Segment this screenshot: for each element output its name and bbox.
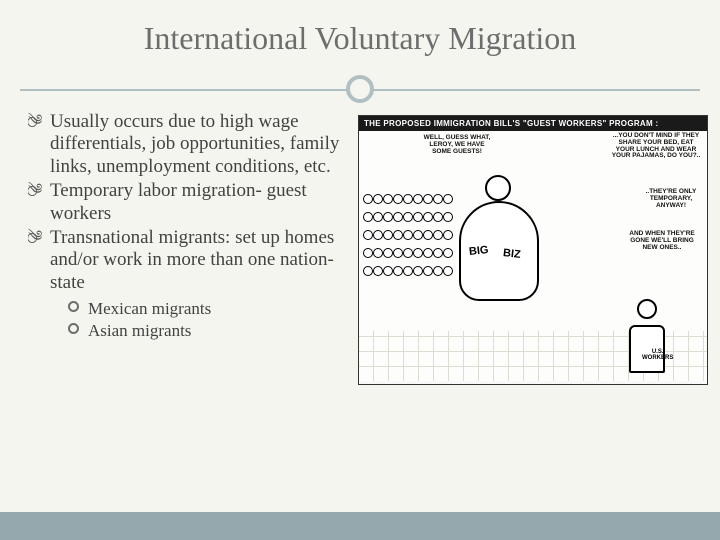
worker-label: U.S. WORKERS xyxy=(642,349,673,361)
bullet-item: ༄ Transnational migrants: set up homes a… xyxy=(28,227,348,341)
content-row: ༄ Usually occurs due to high wage differ… xyxy=(20,111,700,385)
circle-bullet-icon xyxy=(68,301,79,312)
political-cartoon: THE PROPOSED IMMIGRATION BILL'S "GUEST W… xyxy=(358,115,708,385)
worker-head-icon xyxy=(637,299,657,319)
bullet-item: ༄ Temporary labor migration- guest worke… xyxy=(28,180,348,225)
big-label: BIG xyxy=(468,244,489,258)
sub-bullet-item: Mexican migrants xyxy=(68,298,348,319)
swirl-bullet-icon: ༄ xyxy=(28,113,42,131)
title-divider xyxy=(20,75,700,105)
bullet-text: Transnational migrants: set up homes and… xyxy=(50,227,334,293)
circle-bullet-icon xyxy=(68,323,79,334)
speech-bubble-2: ...YOU DON'T MIND IF THEY SHARE YOUR BED… xyxy=(611,133,701,160)
slide-title: International Voluntary Migration xyxy=(20,8,700,75)
speech-bubble-1: WELL, GUESS WHAT, LEROY, WE HAVE SOME GU… xyxy=(421,135,493,155)
sub-bullet-text: Mexican migrants xyxy=(88,299,211,318)
biz-label: BIZ xyxy=(502,247,521,261)
worker-body: U.S. WORKERS xyxy=(629,325,665,373)
figure-head-icon xyxy=(485,175,511,201)
bullet-item: ༄ Usually occurs due to high wage differ… xyxy=(28,111,348,178)
bottom-accent-bar xyxy=(0,512,720,540)
bullet-text: Usually occurs due to high wage differen… xyxy=(50,111,339,177)
sub-bullet-text: Asian migrants xyxy=(88,321,191,340)
cartoon-caption: THE PROPOSED IMMIGRATION BILL'S "GUEST W… xyxy=(359,116,707,131)
bullet-text: Temporary labor migration- guest workers xyxy=(50,180,307,223)
crowd-figures xyxy=(363,191,455,291)
image-column: THE PROPOSED IMMIGRATION BILL'S "GUEST W… xyxy=(358,111,708,385)
sub-bullet-list: Mexican migrants Asian migrants xyxy=(68,298,348,341)
swirl-bullet-icon: ༄ xyxy=(28,182,42,200)
speech-bubble-4: AND WHEN THEY'RE GONE WE'LL BRING NEW ON… xyxy=(623,231,701,251)
us-worker-figure: U.S. WORKERS xyxy=(621,283,677,373)
text-column: ༄ Usually occurs due to high wage differ… xyxy=(28,111,348,385)
sub-bullet-item: Asian migrants xyxy=(68,320,348,341)
figure-body: BIG BIZ xyxy=(459,201,539,301)
cartoon-scene: WELL, GUESS WHAT, LEROY, WE HAVE SOME GU… xyxy=(359,131,707,381)
circle-ornament-icon xyxy=(346,75,374,103)
big-biz-figure: BIG BIZ xyxy=(459,201,559,331)
bullet-list: ༄ Usually occurs due to high wage differ… xyxy=(28,111,348,341)
swirl-bullet-icon: ༄ xyxy=(28,229,42,247)
slide: International Voluntary Migration ༄ Usua… xyxy=(0,0,720,540)
speech-bubble-3: ..THEY'RE ONLY TEMPORARY, ANYWAY! xyxy=(641,189,701,209)
